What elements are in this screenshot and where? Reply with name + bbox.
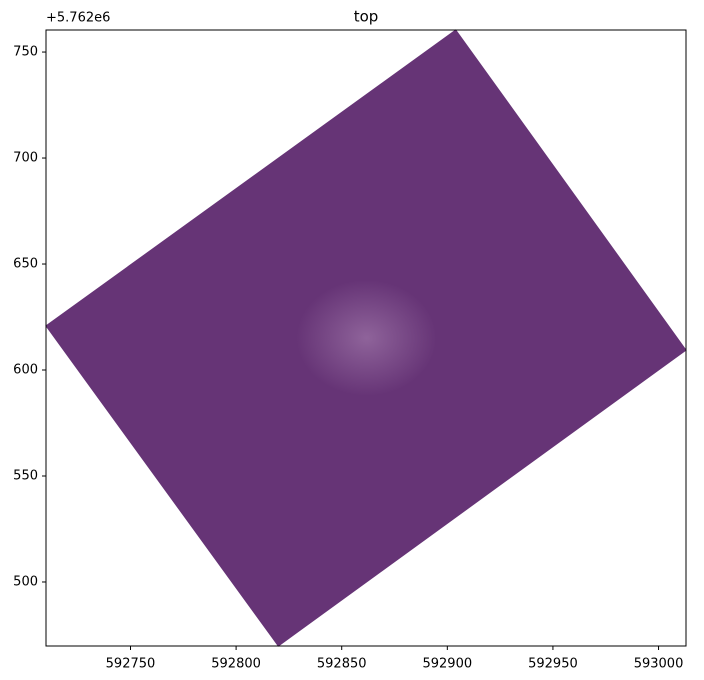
x-tick-label: 592750 (106, 657, 156, 672)
y-tick-label: 650 (13, 257, 38, 272)
chart-title: top (354, 8, 379, 26)
mesh-refinement (296, 280, 437, 396)
offset-text: +5.762e6 (46, 11, 110, 26)
plot-area (45, 29, 687, 647)
y-tick-label: 700 (13, 151, 38, 166)
x-tick-label: 592800 (211, 657, 261, 672)
x-tick-label: 592900 (422, 657, 472, 672)
y-tick-label: 500 (13, 574, 38, 589)
y-tick-label: 550 (13, 468, 38, 483)
axes-frame (45, 29, 687, 647)
x-tick-label: 592850 (317, 657, 367, 672)
x-tick-label: 593000 (634, 657, 684, 672)
y-tick-label: 600 (13, 363, 38, 378)
y-tick-label: 750 (13, 45, 38, 60)
x-tick-label: 592950 (528, 657, 578, 672)
